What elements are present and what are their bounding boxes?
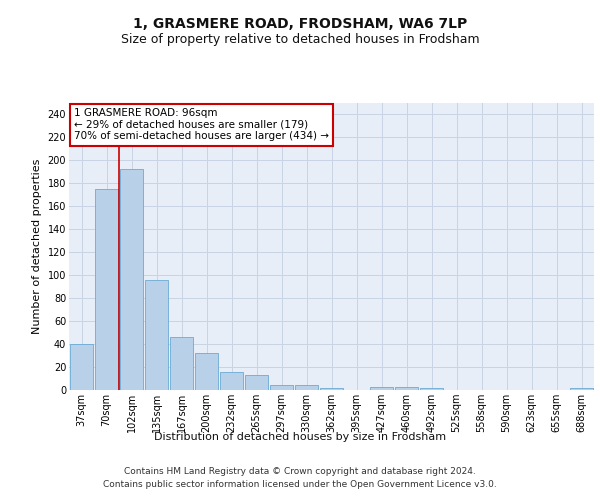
Text: Contains public sector information licensed under the Open Government Licence v3: Contains public sector information licen… bbox=[103, 480, 497, 489]
Bar bbox=[270, 386, 293, 390]
Bar bbox=[170, 337, 193, 390]
Text: Distribution of detached houses by size in Frodsham: Distribution of detached houses by size … bbox=[154, 432, 446, 442]
Bar bbox=[395, 386, 418, 390]
Text: Size of property relative to detached houses in Frodsham: Size of property relative to detached ho… bbox=[121, 32, 479, 46]
Y-axis label: Number of detached properties: Number of detached properties bbox=[32, 158, 42, 334]
Text: 1 GRASMERE ROAD: 96sqm
← 29% of detached houses are smaller (179)
70% of semi-de: 1 GRASMERE ROAD: 96sqm ← 29% of detached… bbox=[74, 108, 329, 142]
Bar bbox=[370, 386, 393, 390]
Bar bbox=[95, 189, 118, 390]
Bar bbox=[295, 386, 318, 390]
Bar bbox=[220, 372, 243, 390]
Text: Contains HM Land Registry data © Crown copyright and database right 2024.: Contains HM Land Registry data © Crown c… bbox=[124, 468, 476, 476]
Bar bbox=[70, 344, 93, 390]
Bar bbox=[195, 353, 218, 390]
Bar bbox=[420, 388, 443, 390]
Bar bbox=[245, 375, 268, 390]
Bar bbox=[120, 169, 143, 390]
Bar bbox=[570, 388, 593, 390]
Text: 1, GRASMERE ROAD, FRODSHAM, WA6 7LP: 1, GRASMERE ROAD, FRODSHAM, WA6 7LP bbox=[133, 18, 467, 32]
Bar bbox=[320, 388, 343, 390]
Bar bbox=[145, 280, 168, 390]
